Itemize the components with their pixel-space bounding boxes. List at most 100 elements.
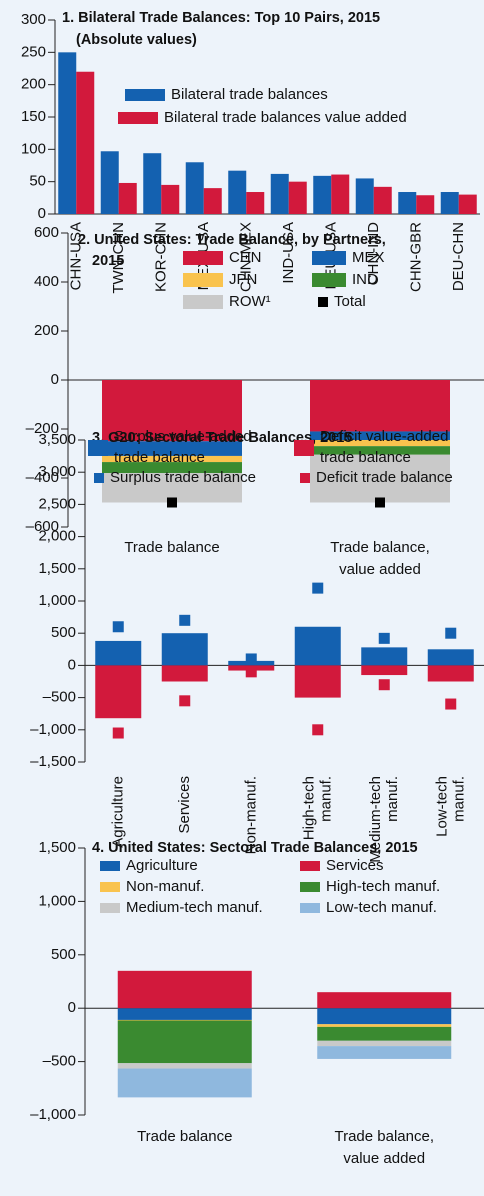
y-tick-label: 2,000 [38, 528, 76, 545]
x-tick-label-line: Medium-tech [367, 776, 384, 863]
y-tick-label: 500 [51, 946, 76, 963]
legend-swatch [88, 440, 108, 456]
y-tick-label: 2,500 [38, 495, 76, 512]
chart-title: 2. United States: Trade Balance, by Part… [78, 232, 386, 248]
legend-marker [94, 473, 104, 483]
bar [76, 71, 95, 214]
y-tick-label: –600 [26, 518, 59, 535]
y-tick-label: –1,500 [30, 753, 76, 770]
bar-segment [310, 380, 450, 432]
legend-swatch [100, 861, 120, 871]
bar-segment [427, 665, 474, 682]
chart-title: 2015 [92, 253, 124, 269]
x-tick-label-line: Non-manuf. [242, 776, 259, 854]
x-tick-label-line: manuf. [450, 776, 467, 822]
marker [375, 497, 385, 508]
marker [245, 653, 257, 665]
marker [312, 724, 324, 736]
legend-label: Medium-tech manuf. [126, 899, 263, 916]
bar [58, 52, 77, 215]
x-tick-label-line: manuf. [317, 776, 334, 822]
x-tick-label-line: CHN-USA [67, 222, 84, 290]
legend-label: JPN [229, 271, 257, 288]
bar [161, 184, 180, 214]
x-tick-label-line: Services [176, 776, 193, 834]
bar [331, 174, 350, 214]
legend-swatch [300, 861, 320, 871]
marker [378, 632, 390, 644]
y-tick-label: 200 [34, 322, 59, 339]
x-tick-label: High-techmanuf. [300, 776, 334, 840]
bar-segment [361, 665, 408, 676]
y-tick-label: –500 [43, 689, 76, 706]
x-tick-label: CHN-USA [67, 222, 84, 290]
bar-segment [317, 1024, 452, 1027]
y-tick-label: 0 [68, 999, 76, 1016]
bar [143, 153, 162, 214]
bar-segment [117, 1019, 252, 1021]
bar-segment [294, 665, 341, 698]
x-tick-label: Low-techmanuf. [433, 776, 467, 837]
marker [378, 679, 390, 691]
bar-segment [102, 380, 242, 442]
x-tick-label-line: CHN-GBR [407, 222, 424, 292]
y-tick-label: 0 [51, 371, 59, 388]
x-tick-label: DEU-CHN [450, 222, 467, 291]
legend-swatch [100, 882, 120, 892]
legend-label: Agriculture [126, 857, 198, 874]
bar-segment [117, 1068, 252, 1098]
x-tick-label: Agriculture [109, 776, 126, 848]
chart-title: 1. Bilateral Trade Balances: Top 10 Pair… [62, 10, 380, 26]
x-tick-label: Services [176, 776, 193, 834]
marker [112, 727, 124, 739]
x-tick-label-line: KOR-CHN [152, 222, 169, 292]
y-tick-label: 1,500 [38, 839, 76, 856]
bar-segment [317, 992, 452, 1009]
marker [445, 627, 457, 639]
bar-segment [161, 665, 208, 682]
legend-label-line: Surplus value-added [114, 428, 252, 445]
x-tick-label-line: IND-USA [280, 222, 297, 284]
bar-segment [317, 1026, 452, 1041]
legend-label: Bilateral trade balances [171, 86, 328, 103]
y-tick-label: 50 [29, 173, 46, 190]
bar [373, 186, 392, 214]
bar [270, 173, 289, 214]
x-tick-label-line: manuf. [384, 776, 401, 822]
y-tick-label: 1,500 [38, 560, 76, 577]
bar [118, 182, 137, 214]
bar-segment [102, 441, 242, 456]
chart-title: 4. United States: Sectoral Trade Balance… [92, 840, 418, 856]
marker [179, 695, 191, 707]
y-tick-label: –400 [26, 469, 59, 486]
bar-segment [117, 1063, 252, 1069]
x-tick-label-line: Trade balance [137, 1128, 232, 1145]
y-tick-label: 500 [51, 624, 76, 641]
marker [167, 497, 177, 508]
x-tick-label-line: CHN-MEX [237, 222, 254, 292]
bar-segment [161, 633, 208, 666]
bar-segment [102, 462, 242, 474]
legend-label-line: trade balance [114, 449, 205, 466]
x-tick-label: Trade balance, value added [330, 539, 430, 578]
legend-label: Surplus trade balance [110, 469, 256, 486]
bar-segment [427, 649, 474, 666]
bar-segment [361, 647, 408, 666]
bar-segment [310, 440, 450, 447]
x-tick-label-line: value added [339, 561, 421, 578]
x-tick-label-line: TWN-CHN [110, 222, 127, 294]
x-tick-label-line: Low-tech [433, 776, 450, 837]
bar-segment [117, 1020, 252, 1064]
bar [398, 192, 417, 214]
y-tick-label: –200 [26, 420, 59, 437]
legend-swatch [312, 273, 346, 287]
x-tick-label: CHN-IND [365, 222, 382, 285]
y-tick-label: 200 [21, 76, 46, 93]
bar [100, 151, 119, 214]
legend-swatch [100, 903, 120, 913]
x-tick-label: CHN-MEX [237, 222, 254, 292]
y-tick-label: –1,000 [30, 721, 76, 738]
legend-label: ROW¹ [229, 293, 271, 310]
bar [246, 192, 265, 214]
